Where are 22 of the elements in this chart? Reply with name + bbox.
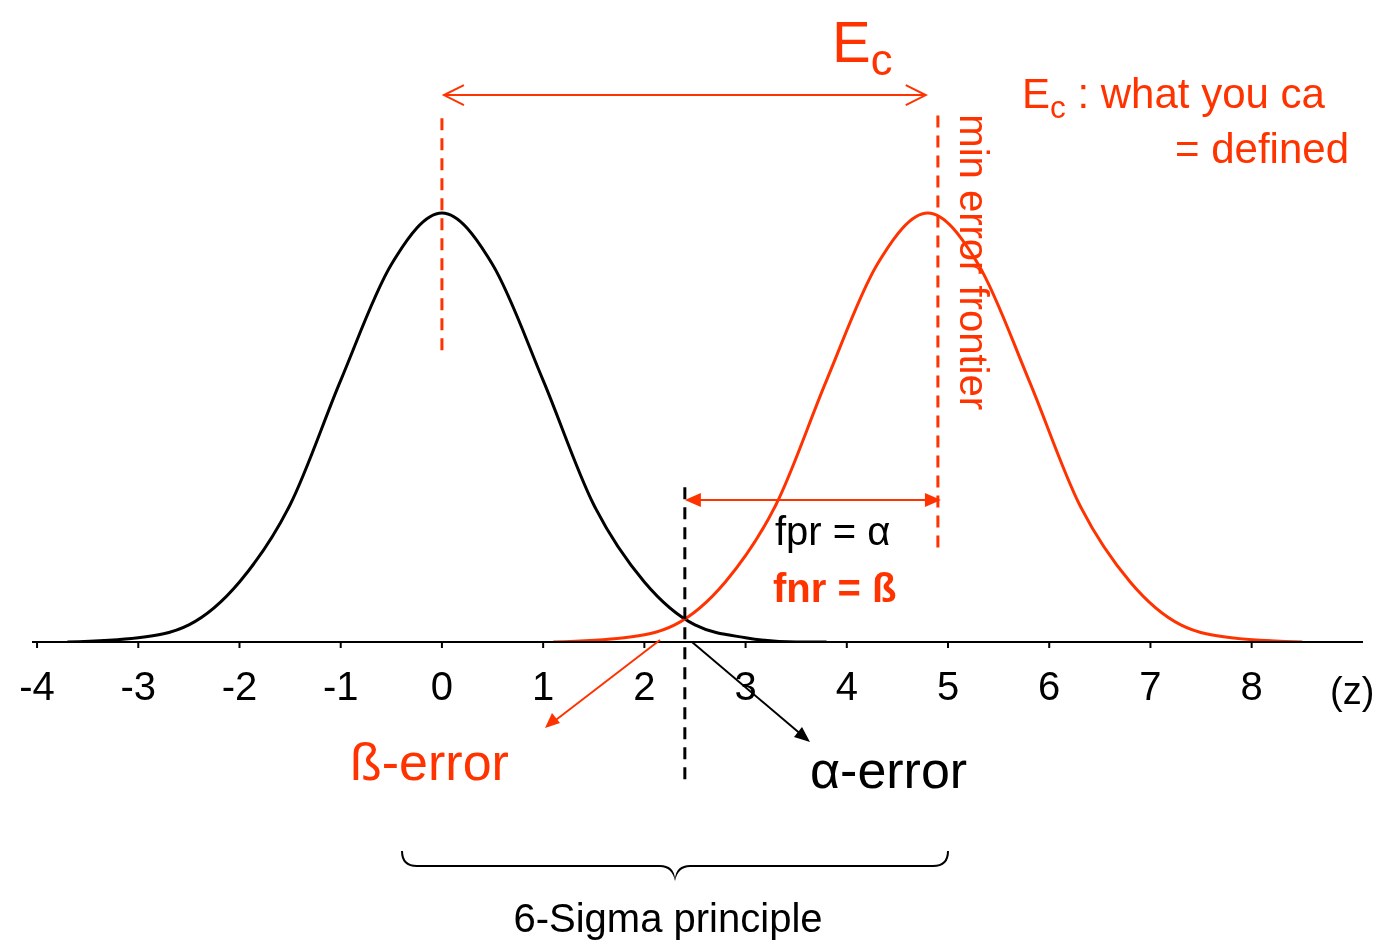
x-tick-label: 5: [936, 664, 960, 709]
text: = defined: [1175, 125, 1349, 172]
text: E$_{c}$: [832, 9, 893, 85]
x-tick-label: 0: [430, 664, 454, 709]
x-tick-label: 6: [1038, 664, 1061, 709]
x-tick-label: 7: [1139, 664, 1162, 709]
x-tick-label: -4: [19, 664, 55, 709]
text: α-error: [810, 741, 968, 799]
x-tick-label: -1: [322, 664, 359, 709]
x-tick-label: 2: [633, 664, 656, 709]
x-tick-label: -2: [221, 664, 258, 709]
ref-line-label: min error frontier: [951, 114, 996, 410]
x-tick-label: 8: [1240, 664, 1263, 709]
x-tick-label: -3: [120, 664, 157, 709]
x-axis-title: (z): [1330, 670, 1375, 712]
text: E$_{c}$ : what you ca: [1022, 70, 1326, 125]
annotation: fnr = ß: [773, 566, 897, 610]
annotation: fpr = α: [775, 509, 891, 553]
text: 6-Sigma principle: [513, 896, 823, 940]
x-tick-label: 1: [532, 664, 555, 709]
text: ß-error: [350, 733, 509, 791]
x-tick-label: 4: [835, 664, 858, 709]
